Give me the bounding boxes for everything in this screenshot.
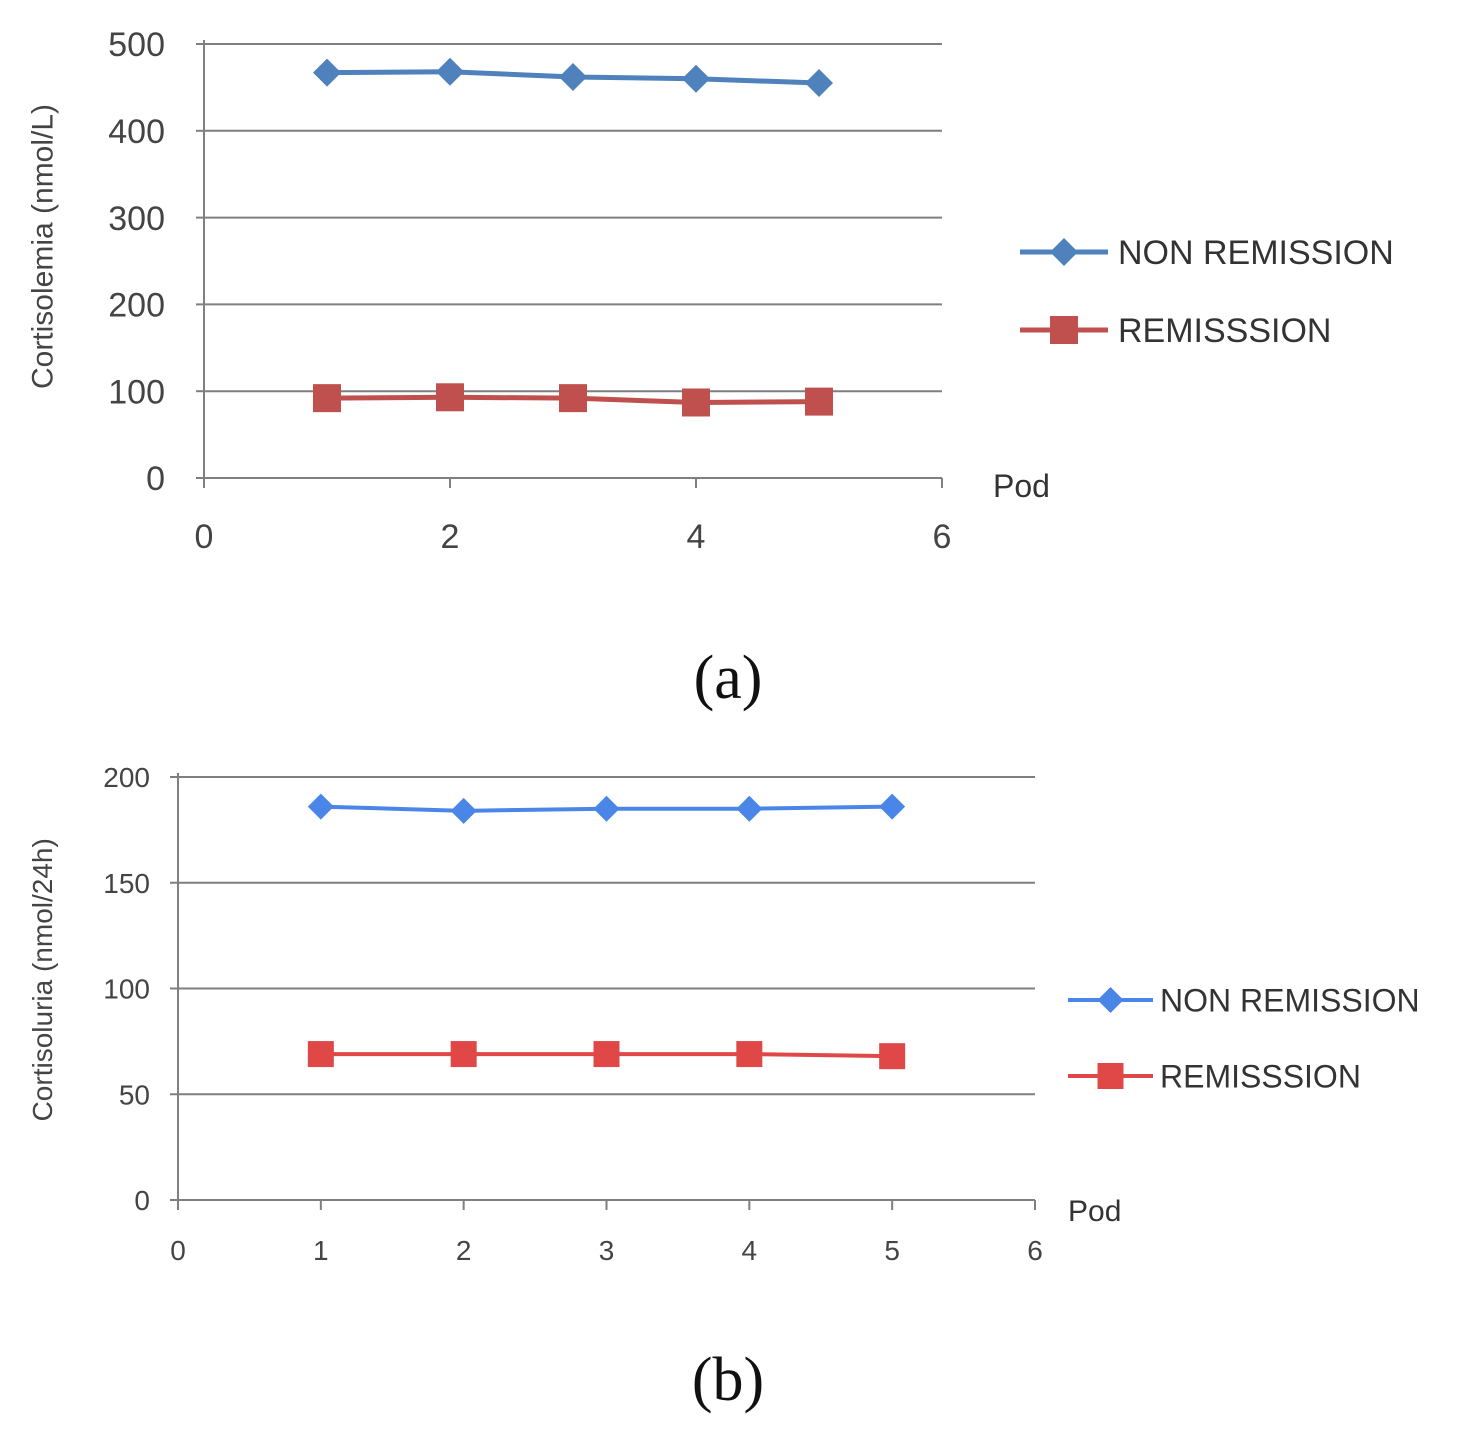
x-axis-label: Pod	[1068, 1195, 1121, 1228]
x-tick-label: 0	[195, 518, 214, 556]
series-remission	[313, 383, 833, 417]
data-point	[436, 383, 464, 412]
panel-label: (b)	[692, 1346, 764, 1414]
data-point	[307, 793, 334, 820]
x-tick-label: 0	[170, 1235, 186, 1266]
y-tick-label: 200	[108, 287, 165, 325]
series-remission	[307, 1041, 906, 1070]
legend-item-non-remission: NON REMISSION	[1020, 234, 1394, 272]
x-tick-label: 5	[884, 1235, 900, 1266]
data-point	[682, 388, 710, 417]
legend-item-non-remission: NON REMISSION	[1068, 983, 1420, 1019]
data-point	[736, 1041, 763, 1068]
legend-label: NON REMISSION	[1118, 234, 1394, 272]
y-tick-label: 100	[103, 974, 150, 1005]
x-tick-label: 2	[456, 1235, 472, 1266]
data-point	[736, 795, 763, 822]
y-tick-label: 0	[146, 460, 165, 498]
x-tick-label: 4	[687, 518, 706, 556]
data-point	[313, 58, 341, 87]
x-tick-label: 6	[933, 518, 952, 556]
legend-marker	[1097, 987, 1124, 1013]
legend-item-remission: REMISSSION	[1068, 1059, 1361, 1095]
data-point	[559, 62, 587, 91]
x-tick-label: 1	[313, 1235, 329, 1266]
data-point	[307, 1041, 334, 1068]
series-non-remission	[313, 57, 833, 98]
y-axis-label: Cortisoluria (nmol/24h)	[27, 838, 58, 1121]
y-tick-label: 50	[119, 1079, 150, 1110]
legend-label: NON REMISSION	[1160, 983, 1420, 1019]
x-tick-label: 3	[599, 1235, 615, 1266]
legend-item-remission: REMISSSION	[1020, 312, 1331, 350]
data-point	[559, 384, 587, 413]
legend-marker	[1097, 1063, 1124, 1089]
x-tick-label: 2	[441, 518, 460, 556]
chart-a: 0 100 200 300 400 500 0 2 4 6 Cortisolemia (nmol/L…	[27, 26, 1394, 712]
y-tick-label: 300	[108, 200, 165, 238]
legend-label: REMISSSION	[1118, 312, 1331, 350]
y-tick-label: 400	[108, 113, 165, 151]
data-point	[436, 57, 464, 86]
data-point	[805, 69, 833, 98]
data-point	[593, 795, 620, 822]
x-tick-label: 6	[1027, 1235, 1043, 1266]
data-point	[450, 1041, 477, 1068]
panel-label: (a)	[694, 644, 763, 712]
x-tick-label: 4	[742, 1235, 758, 1266]
legend-label: REMISSSION	[1160, 1059, 1361, 1095]
y-tick-label: 100	[108, 373, 165, 411]
data-point	[450, 797, 477, 824]
series-non-remission	[307, 793, 906, 824]
y-tick-label: 500	[108, 26, 165, 64]
y-tick-label: 0	[134, 1185, 150, 1216]
y-tick-label: 200	[103, 762, 150, 793]
data-point	[805, 387, 833, 416]
legend-marker	[1050, 316, 1078, 344]
x-axis-label: Pod	[993, 468, 1050, 504]
data-point	[313, 384, 341, 413]
legend-marker	[1050, 238, 1078, 266]
y-tick-label: 150	[103, 868, 150, 899]
chart-b: 0 50 100 150 200 0 1 2 3 4 5 6 Cortisoluria (nmol/24…	[27, 762, 1420, 1414]
data-point	[593, 1041, 620, 1068]
y-axis-label: Cortisolemia (nmol/L)	[27, 104, 60, 389]
data-point	[879, 793, 906, 820]
data-point	[879, 1043, 906, 1070]
data-point	[682, 64, 710, 93]
